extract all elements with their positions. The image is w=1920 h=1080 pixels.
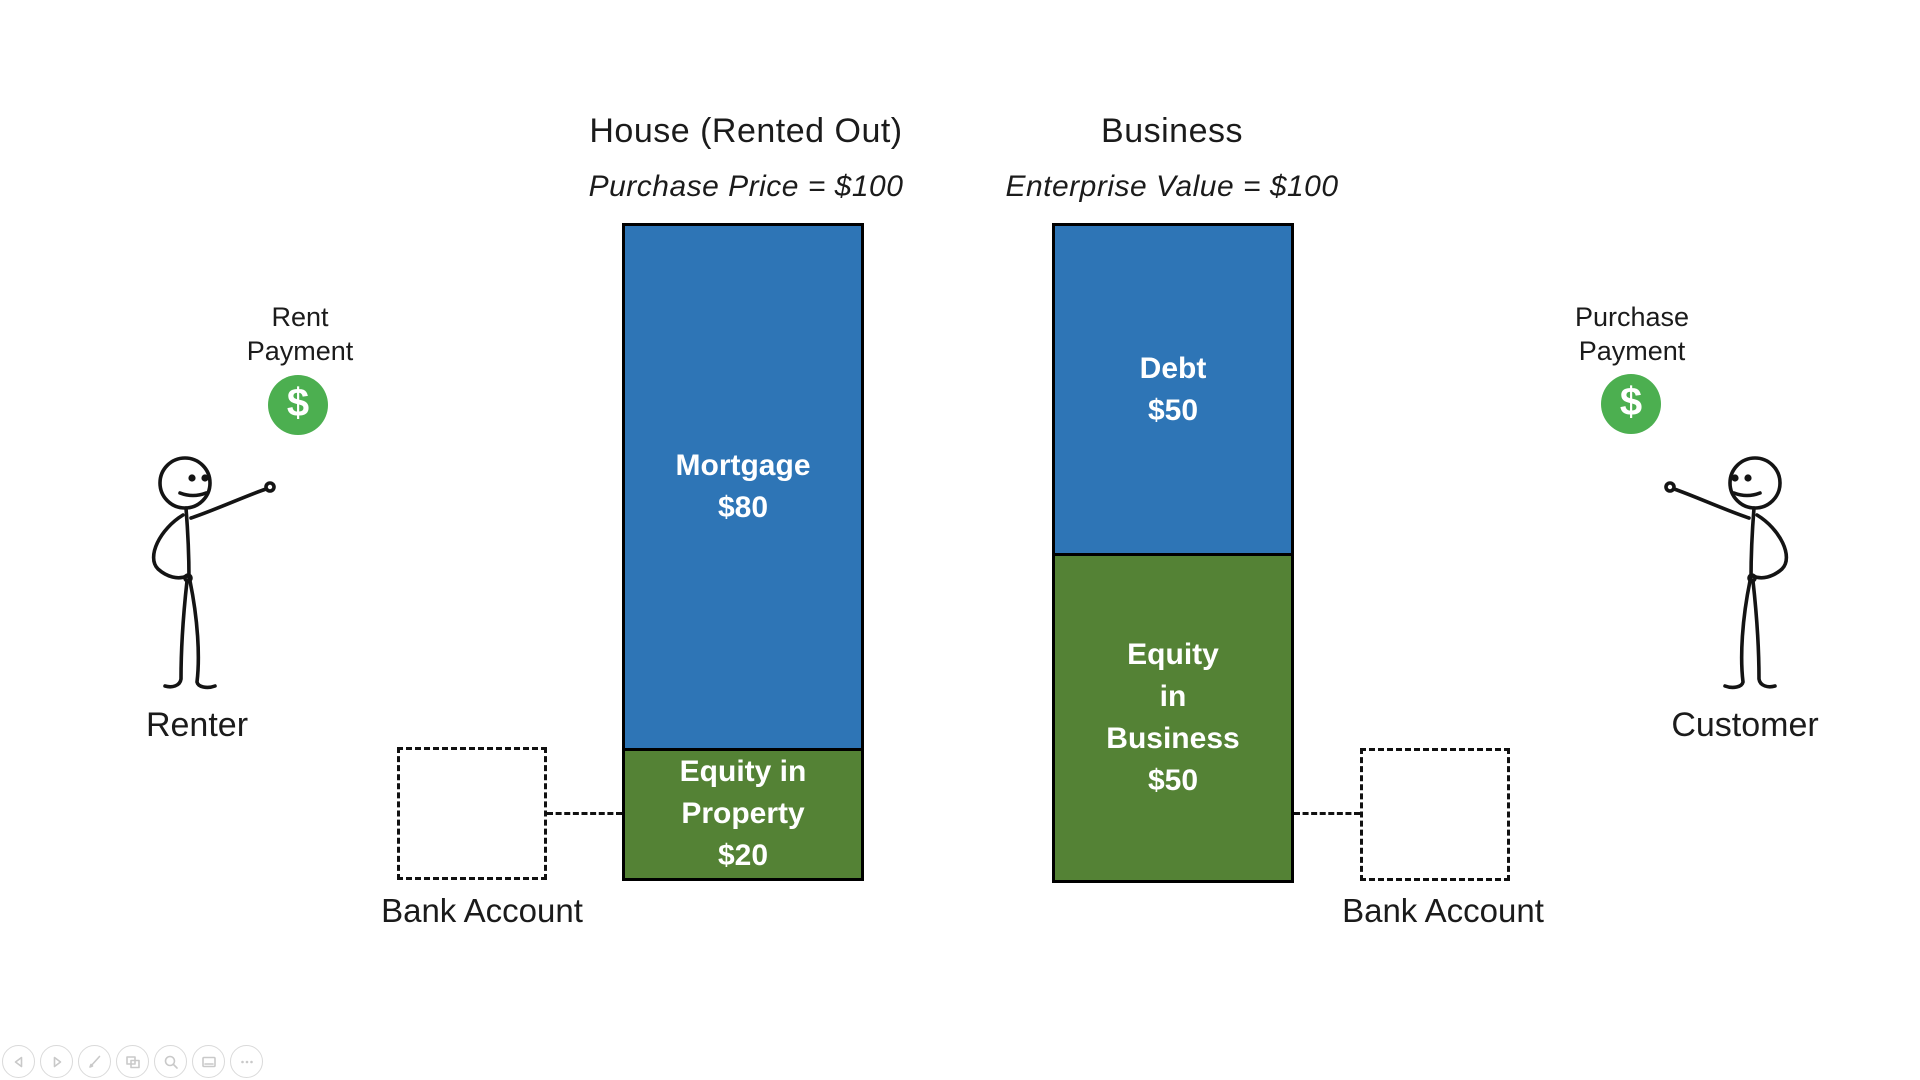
dollar-sign: $ <box>1619 380 1643 424</box>
business-stacked-bar: Debt $50 Equity in Business $50 <box>1052 223 1294 883</box>
see-all-slides-button[interactable] <box>116 1045 149 1078</box>
zoom-icon <box>164 1055 178 1069</box>
equity-business-value: $50 <box>1147 764 1199 797</box>
more-options-icon <box>240 1060 253 1063</box>
bank-account-box-right <box>1360 748 1510 881</box>
mortgage-label: Mortgage <box>675 448 811 482</box>
bank-account-label-right: Bank Account <box>1342 892 1544 929</box>
purchase-payment-line1: Purchase <box>1574 302 1690 332</box>
equity-property-label-line2: Property <box>681 797 805 831</box>
rent-payment-line2: Payment <box>246 336 354 366</box>
business-to-bank-connector <box>1294 812 1360 815</box>
debt-segment: Debt $50 <box>1055 226 1291 553</box>
equity-property-value: $20 <box>717 839 769 873</box>
slideshow-toolbar <box>2 1045 263 1078</box>
debt-value: $50 <box>1147 393 1199 427</box>
purchase-dollar-icon: $ <box>1601 374 1661 434</box>
renter-stick-figure <box>120 455 285 695</box>
next-slide-button[interactable] <box>40 1045 73 1078</box>
more-options-button[interactable] <box>230 1045 263 1078</box>
house-column-title: House (Rented Out) <box>589 112 903 150</box>
next-slide-icon <box>53 1056 61 1067</box>
house-column-subtitle: Purchase Price = $100 <box>588 170 904 203</box>
zoom-button[interactable] <box>154 1045 187 1078</box>
rent-dollar-icon: $ <box>268 375 328 435</box>
customer-stick-figure <box>1655 455 1820 695</box>
stick-figure-drawing <box>151 456 276 690</box>
pen-button[interactable] <box>78 1045 111 1078</box>
debt-label: Debt <box>1139 351 1207 385</box>
rent-payment-line1: Rent <box>271 302 329 332</box>
mortgage-value: $80 <box>717 490 769 524</box>
house-stacked-bar: Mortgage $80 Equity in Property $20 <box>622 223 864 881</box>
pen-icon <box>88 1055 100 1068</box>
see-all-slides-icon <box>125 1055 140 1068</box>
bank-account-label-left: Bank Account <box>381 892 583 929</box>
equity-business-label-line2: in <box>1159 680 1187 713</box>
business-column-subtitle: Enterprise Value = $100 <box>1005 170 1339 203</box>
customer-label: Customer <box>1671 706 1819 744</box>
equity-in-business-segment: Equity in Business $50 <box>1055 553 1291 880</box>
equity-business-label-line3: Business <box>1106 722 1240 755</box>
rent-payment-label: Rent Payment <box>247 300 354 368</box>
show-taskbar-icon <box>201 1056 216 1067</box>
previous-slide-icon <box>14 1056 22 1067</box>
renter-label: Renter <box>145 706 249 744</box>
equity-property-label-line1: Equity in <box>679 755 807 789</box>
bank-account-box-left <box>397 747 547 880</box>
equity-in-property-segment: Equity in Property $20 <box>625 747 861 878</box>
equity-business-label-line1: Equity <box>1127 638 1219 671</box>
purchase-payment-line2: Payment <box>1578 336 1686 366</box>
stick-figure-drawing <box>1664 456 1789 690</box>
dollar-sign: $ <box>286 381 310 425</box>
mortgage-segment: Mortgage $80 <box>625 226 861 748</box>
business-column-title: Business <box>1101 112 1243 150</box>
purchase-payment-label: Purchase Payment <box>1575 300 1689 368</box>
show-taskbar-button[interactable] <box>192 1045 225 1078</box>
bank-to-house-connector <box>547 812 622 815</box>
previous-slide-button[interactable] <box>2 1045 35 1078</box>
